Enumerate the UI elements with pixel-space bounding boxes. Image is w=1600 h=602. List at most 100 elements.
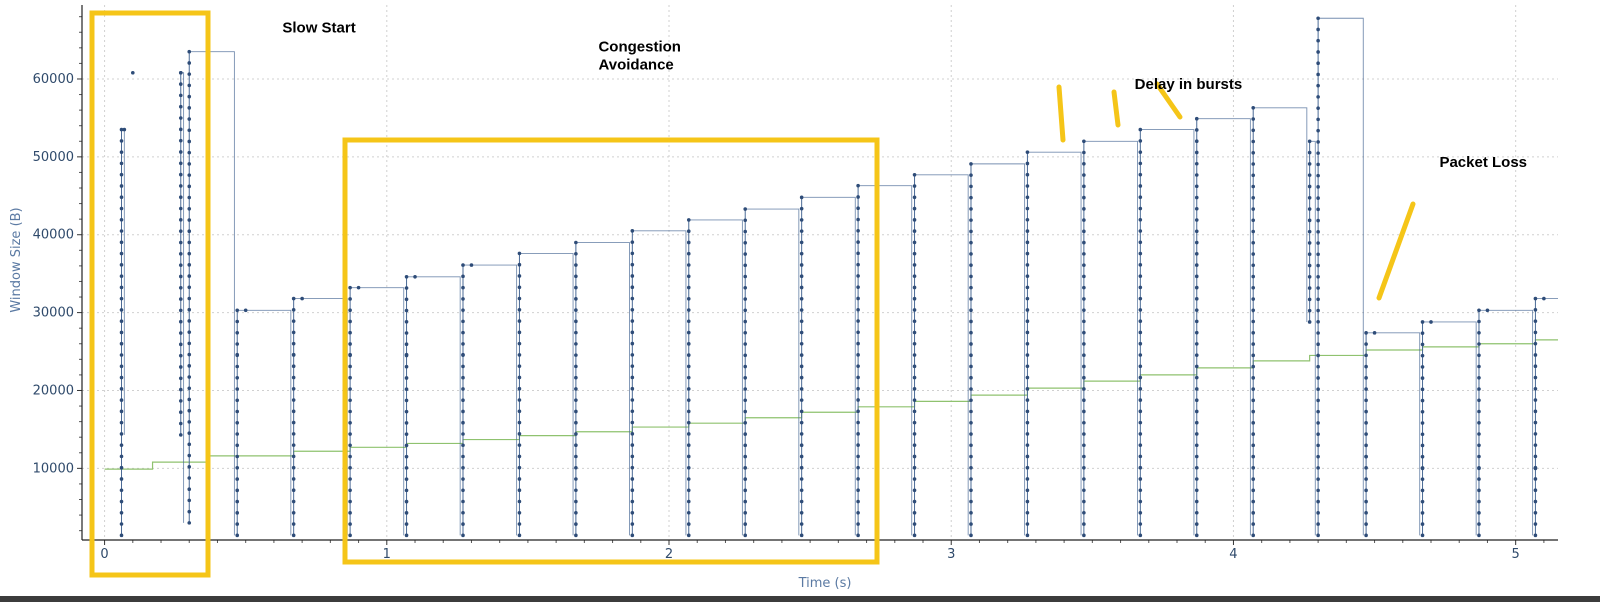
packet-marker bbox=[1533, 499, 1538, 504]
packet-marker bbox=[1316, 533, 1320, 538]
packet-marker bbox=[1533, 420, 1538, 425]
packet-marker bbox=[1316, 319, 1320, 324]
packet-marker bbox=[348, 488, 352, 493]
y-tick-label: 30000 bbox=[33, 306, 74, 321]
packet-marker bbox=[856, 420, 860, 425]
packet-marker bbox=[1477, 522, 1481, 526]
packet-marker bbox=[348, 432, 352, 436]
packet-marker bbox=[1194, 443, 1199, 448]
packet-marker bbox=[1307, 320, 1312, 324]
packet-marker bbox=[856, 217, 860, 222]
packet-marker bbox=[1082, 229, 1086, 234]
packet-marker bbox=[291, 420, 296, 425]
packet-marker bbox=[404, 499, 409, 504]
packet-marker bbox=[461, 319, 465, 324]
window-step-line bbox=[462, 264, 518, 536]
packet-marker bbox=[517, 510, 522, 515]
packet-marker bbox=[1025, 443, 1030, 447]
packet-marker bbox=[119, 172, 124, 177]
packet-marker bbox=[1364, 421, 1368, 425]
packet-marker bbox=[1316, 466, 1320, 470]
packet-marker bbox=[187, 206, 192, 211]
packet-marker bbox=[404, 511, 409, 515]
packet-marker bbox=[743, 477, 748, 481]
packet-marker bbox=[969, 274, 973, 279]
packet-marker bbox=[235, 488, 240, 493]
packet-marker bbox=[178, 410, 183, 415]
packet-marker bbox=[630, 364, 635, 368]
packet-marker bbox=[1194, 116, 1199, 121]
packet-marker bbox=[404, 421, 409, 425]
packet-marker bbox=[574, 308, 578, 312]
packet-marker bbox=[119, 409, 124, 414]
packet-marker bbox=[1082, 161, 1086, 166]
packet-marker bbox=[574, 274, 578, 279]
packet-marker bbox=[291, 330, 296, 335]
window-step-line bbox=[1253, 107, 1308, 322]
packet-marker bbox=[187, 408, 192, 413]
packet-marker bbox=[1477, 432, 1481, 436]
packet-marker bbox=[574, 387, 578, 391]
packet-marker bbox=[912, 432, 917, 436]
packet-marker bbox=[187, 274, 192, 278]
packet-marker bbox=[1251, 364, 1256, 369]
packet-marker bbox=[686, 229, 691, 233]
packet-marker bbox=[178, 104, 183, 109]
packet-marker bbox=[1025, 263, 1030, 267]
packet-marker bbox=[630, 375, 635, 380]
packet-marker bbox=[630, 477, 635, 481]
packet-marker bbox=[1533, 341, 1538, 346]
window-step-line bbox=[237, 309, 292, 536]
packet-marker bbox=[1307, 263, 1312, 268]
packet-marker bbox=[969, 511, 973, 515]
packet-marker bbox=[686, 375, 691, 380]
packet-marker bbox=[178, 308, 183, 313]
step-marker bbox=[300, 296, 304, 301]
step-marker bbox=[348, 352, 352, 357]
packet-marker bbox=[1477, 308, 1481, 313]
packet-marker bbox=[1082, 274, 1086, 279]
packet-marker bbox=[630, 420, 635, 425]
packet-marker bbox=[1138, 387, 1143, 391]
window-step-line bbox=[1083, 140, 1138, 536]
packet-marker bbox=[1082, 195, 1086, 200]
packet-marker bbox=[686, 330, 691, 335]
packet-marker bbox=[856, 183, 860, 188]
packet-marker bbox=[912, 499, 917, 504]
packet-marker bbox=[1533, 375, 1538, 380]
packet-marker bbox=[119, 150, 124, 154]
packet-marker bbox=[1316, 173, 1320, 178]
packet-marker bbox=[404, 274, 409, 279]
packet-marker bbox=[1364, 432, 1368, 436]
packet-marker bbox=[1316, 274, 1320, 279]
packet-marker bbox=[856, 206, 860, 211]
packet-marker bbox=[799, 477, 804, 481]
packet-marker bbox=[630, 488, 635, 493]
packet-marker bbox=[1082, 522, 1086, 526]
packet-marker bbox=[291, 341, 296, 346]
packet-marker bbox=[1251, 128, 1256, 133]
packet-marker bbox=[404, 286, 409, 290]
packet-marker bbox=[187, 173, 192, 177]
step-marker bbox=[178, 70, 183, 75]
packet-marker bbox=[461, 375, 465, 380]
packet-marker bbox=[686, 342, 691, 346]
packet-marker bbox=[1025, 375, 1030, 380]
packet-marker bbox=[404, 342, 409, 347]
packet-marker bbox=[1316, 522, 1320, 526]
packet-marker bbox=[799, 285, 804, 290]
packet-marker bbox=[1138, 510, 1143, 515]
packet-marker bbox=[1025, 398, 1030, 402]
packet-marker bbox=[1082, 240, 1086, 245]
packet-marker bbox=[743, 443, 748, 448]
packet-marker bbox=[1364, 522, 1368, 526]
packet-marker bbox=[517, 262, 522, 267]
packet-marker bbox=[1364, 499, 1368, 504]
packet-marker bbox=[1025, 488, 1030, 493]
packet-marker bbox=[799, 398, 804, 402]
packet-marker bbox=[969, 364, 973, 369]
packet-marker bbox=[119, 139, 124, 143]
packet-marker bbox=[799, 229, 804, 233]
